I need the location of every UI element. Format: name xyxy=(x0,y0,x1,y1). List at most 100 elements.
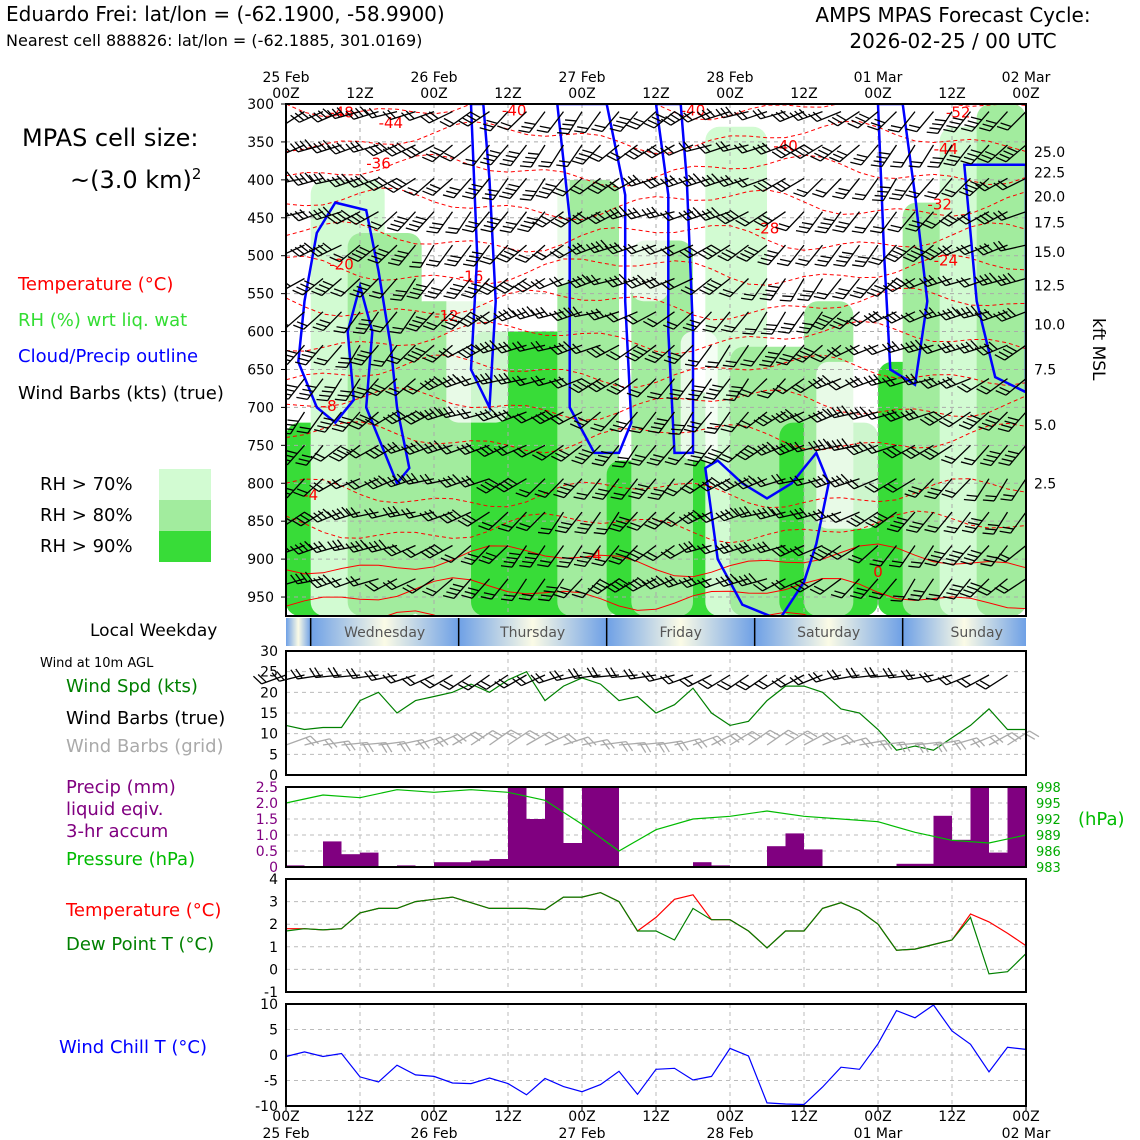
barb-feather xyxy=(1007,307,1017,317)
barb-feather xyxy=(622,177,632,187)
top-date-label: 28 Feb xyxy=(706,70,753,86)
barb-feather xyxy=(873,160,885,164)
barb-feather xyxy=(531,253,543,261)
barb-feather xyxy=(937,380,947,389)
barb-feather xyxy=(854,407,864,417)
barb-feather xyxy=(368,581,379,590)
barb-feather xyxy=(715,142,724,152)
barb-feather xyxy=(502,309,512,318)
barb-feather xyxy=(331,214,342,222)
barb-feather xyxy=(508,150,520,155)
barb-feather xyxy=(893,595,905,598)
barb-feather xyxy=(735,219,746,227)
barb-feather xyxy=(484,372,493,383)
barb-feather xyxy=(549,346,559,355)
barb-feather xyxy=(810,155,821,162)
xs-wind-barb xyxy=(604,273,638,288)
barb-feather xyxy=(368,181,379,189)
barb-feather xyxy=(313,112,323,121)
barb-feather xyxy=(757,445,767,454)
barb-feather xyxy=(831,669,840,680)
barb-feather xyxy=(286,353,295,358)
barb-feather xyxy=(966,585,978,591)
xs-wind-barb xyxy=(426,211,454,234)
xs-wind-barb xyxy=(789,475,823,487)
barb-feather xyxy=(841,251,854,255)
barb-feather xyxy=(808,414,818,423)
xs-wind-barb xyxy=(333,311,361,334)
barb-feather xyxy=(757,680,769,687)
barb-feather xyxy=(965,341,975,351)
barb-feather xyxy=(431,287,443,292)
barb-feather xyxy=(711,448,723,454)
barb-feather xyxy=(844,410,854,420)
barb-feather xyxy=(364,451,375,459)
xs-wind-barb xyxy=(890,578,916,602)
barb-feather xyxy=(613,492,625,496)
xs-wind-barb xyxy=(999,511,1026,534)
xs-wind-barb xyxy=(420,543,453,559)
barb-feather xyxy=(877,190,889,193)
xs-wind-barb xyxy=(519,177,546,201)
xs-wind-barb xyxy=(702,311,731,333)
barb-feather xyxy=(702,679,713,687)
barb-feather xyxy=(326,109,336,119)
barb-feather xyxy=(546,586,558,589)
barb-feather xyxy=(345,508,354,518)
xs-wind-barb xyxy=(775,344,805,366)
barb-feather xyxy=(410,472,419,483)
barb-feather xyxy=(683,428,695,433)
barb-feather xyxy=(394,254,406,259)
xs-wind-barb xyxy=(623,311,657,325)
barb-feather xyxy=(317,576,327,585)
barb-feather xyxy=(493,374,502,385)
barb-feather xyxy=(437,378,447,388)
barb-feather xyxy=(775,412,786,422)
xs-wind-barb xyxy=(439,111,472,128)
barb-feather xyxy=(743,574,753,584)
barb-feather xyxy=(410,146,421,154)
barb-feather xyxy=(317,510,328,519)
barb-feather xyxy=(905,374,914,384)
barb-feather xyxy=(952,550,964,555)
barb-feather xyxy=(594,124,606,129)
barb-feather xyxy=(752,510,761,520)
xs-wind-barb xyxy=(826,405,860,419)
barb-feather xyxy=(964,124,976,129)
barb-feather xyxy=(683,248,694,256)
barb-feather xyxy=(997,180,1008,189)
barb-feather xyxy=(974,312,984,321)
barb-staff xyxy=(286,111,287,128)
barb-feather xyxy=(882,284,893,293)
barb-feather xyxy=(332,667,340,678)
xs-wind-barb xyxy=(808,374,842,389)
barb-feather xyxy=(514,257,526,263)
barb-feather xyxy=(650,577,661,586)
barb-feather xyxy=(286,357,291,362)
xs-wind-barb xyxy=(549,411,583,425)
barb-feather xyxy=(448,317,460,324)
xs-wind-barb xyxy=(571,144,601,165)
barb-feather xyxy=(331,144,341,153)
barb-feather xyxy=(684,484,695,492)
barb-feather xyxy=(896,516,908,521)
barb-feather xyxy=(368,146,379,155)
barb-feather xyxy=(983,243,994,252)
barb-feather xyxy=(924,416,935,424)
xs-wind-barb xyxy=(591,478,620,500)
barb-feather xyxy=(322,108,332,117)
barb-feather xyxy=(832,153,844,160)
barb-feather xyxy=(302,388,314,393)
barb-feather xyxy=(663,324,674,330)
barb-feather xyxy=(364,481,374,490)
barb-feather xyxy=(508,183,520,188)
xs-wind-barb xyxy=(741,278,768,301)
barb-feather xyxy=(698,252,709,260)
barb-feather xyxy=(467,286,479,291)
barb-feather xyxy=(776,262,789,267)
barb-feather xyxy=(462,681,473,688)
barb-feather xyxy=(753,419,764,427)
xs-wind-barb xyxy=(792,344,823,363)
xs-wind-barb xyxy=(480,578,509,600)
xs-wind-barb xyxy=(462,177,491,200)
